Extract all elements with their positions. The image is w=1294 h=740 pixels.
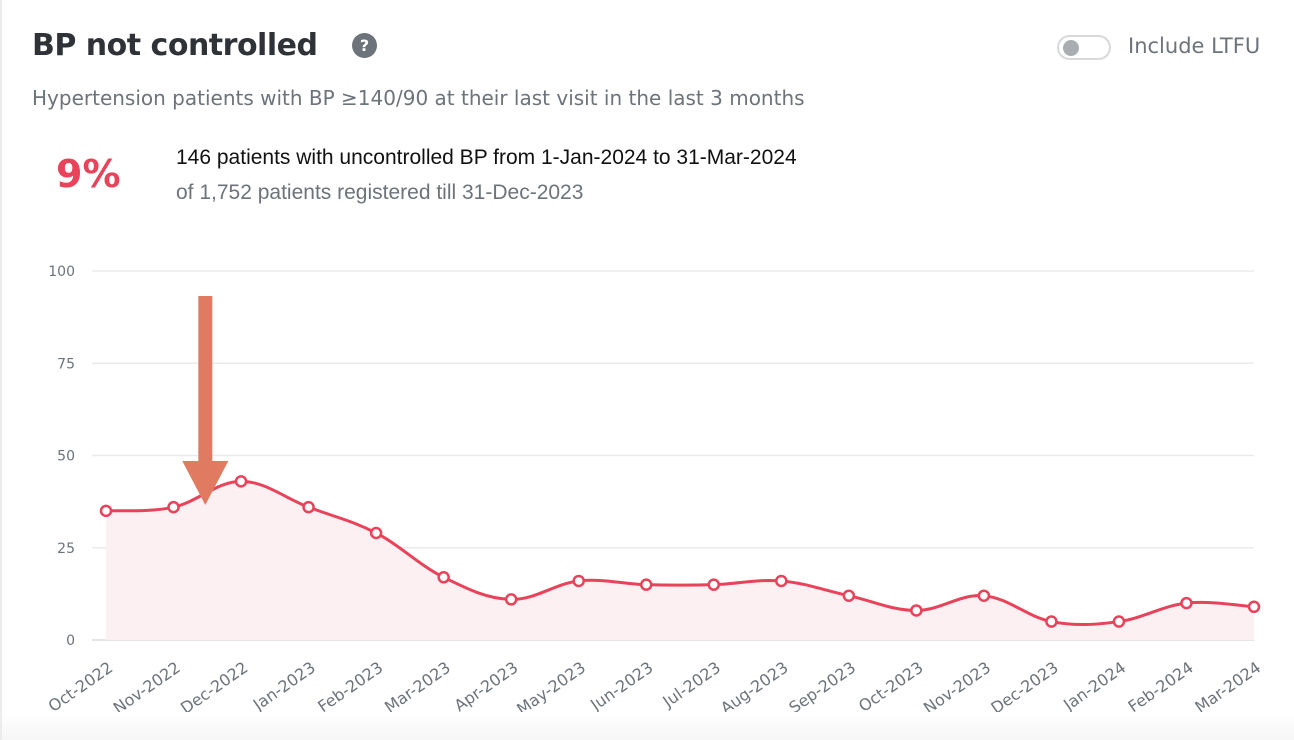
data-point-may-2023[interactable] <box>572 574 585 588</box>
data-point-nov-2022[interactable] <box>167 500 180 514</box>
include-ltfu-label: Include LTFU <box>1128 34 1261 58</box>
data-point-nov-2023[interactable] <box>977 589 991 602</box>
data-point-sep-2023[interactable] <box>842 589 856 602</box>
area-fill <box>106 481 1254 640</box>
data-point-jul-2023[interactable] <box>707 578 721 591</box>
x-tick-label: Jan-2023 <box>249 658 319 712</box>
data-point-jan-2023[interactable] <box>302 500 315 514</box>
data-point-dec-2022[interactable] <box>234 475 248 488</box>
bottom-fade <box>2 712 1294 740</box>
x-tick-label: Aug-2023 <box>717 658 792 712</box>
data-point-aug-2023[interactable] <box>775 574 788 588</box>
data-point-oct-2023[interactable] <box>910 604 923 617</box>
data-point-feb-2024[interactable] <box>1180 596 1193 610</box>
x-tick-label: Nov-2023 <box>920 658 994 712</box>
summary-line-1: 146 patients with uncontrolled BP from 1… <box>176 146 797 169</box>
x-tick-label: Mar-2023 <box>381 658 454 712</box>
y-tick-label: 25 <box>57 541 75 557</box>
card-subtitle: Hypertension patients with BP ≥140/90 at… <box>32 86 805 110</box>
x-tick-label: Feb-2024 <box>1125 658 1197 712</box>
data-point-jan-2024[interactable] <box>1112 615 1126 628</box>
x-tick-label: Oct-2022 <box>45 658 117 712</box>
y-tick-label: 100 <box>48 264 75 280</box>
data-point-oct-2022[interactable] <box>99 504 113 518</box>
data-point-dec-2023[interactable] <box>1045 615 1058 628</box>
data-point-mar-2023[interactable] <box>437 571 450 584</box>
x-tick-label: Jul-2023 <box>658 658 724 712</box>
x-tick-label: Dec-2023 <box>987 658 1061 712</box>
x-tick-label: Oct-2023 <box>855 658 927 712</box>
x-tick-label: Mar-2024 <box>1191 658 1264 712</box>
y-tick-label: 0 <box>66 633 75 649</box>
x-tick-label: Sep-2023 <box>785 658 859 712</box>
x-tick-label: May-2023 <box>513 658 589 712</box>
card-title: BP not controlled <box>32 28 318 63</box>
annotation-arrow-icon <box>182 296 229 505</box>
y-tick-label: 75 <box>57 356 75 372</box>
help-icon[interactable]: ? <box>352 33 377 58</box>
include-ltfu-toggle[interactable] <box>1057 35 1111 60</box>
x-tick-label: Apr-2023 <box>451 658 522 712</box>
data-point-mar-2024[interactable] <box>1247 600 1261 614</box>
summary-line-2: of 1,752 patients registered till 31-Dec… <box>176 181 584 204</box>
data-point-apr-2023[interactable] <box>504 593 518 606</box>
x-tick-label: Nov-2022 <box>110 658 184 712</box>
x-tick-label: Feb-2023 <box>314 658 386 712</box>
x-tick-label: Dec-2022 <box>177 658 251 712</box>
x-tick-label: Jun-2023 <box>586 658 656 712</box>
data-point-feb-2023[interactable] <box>369 526 383 540</box>
x-tick-label: Jan-2024 <box>1059 658 1129 712</box>
y-tick-label: 50 <box>57 449 75 465</box>
data-point-jun-2023[interactable] <box>639 578 653 591</box>
toggle-knob <box>1063 40 1079 56</box>
percent-value: 9% <box>56 152 121 196</box>
